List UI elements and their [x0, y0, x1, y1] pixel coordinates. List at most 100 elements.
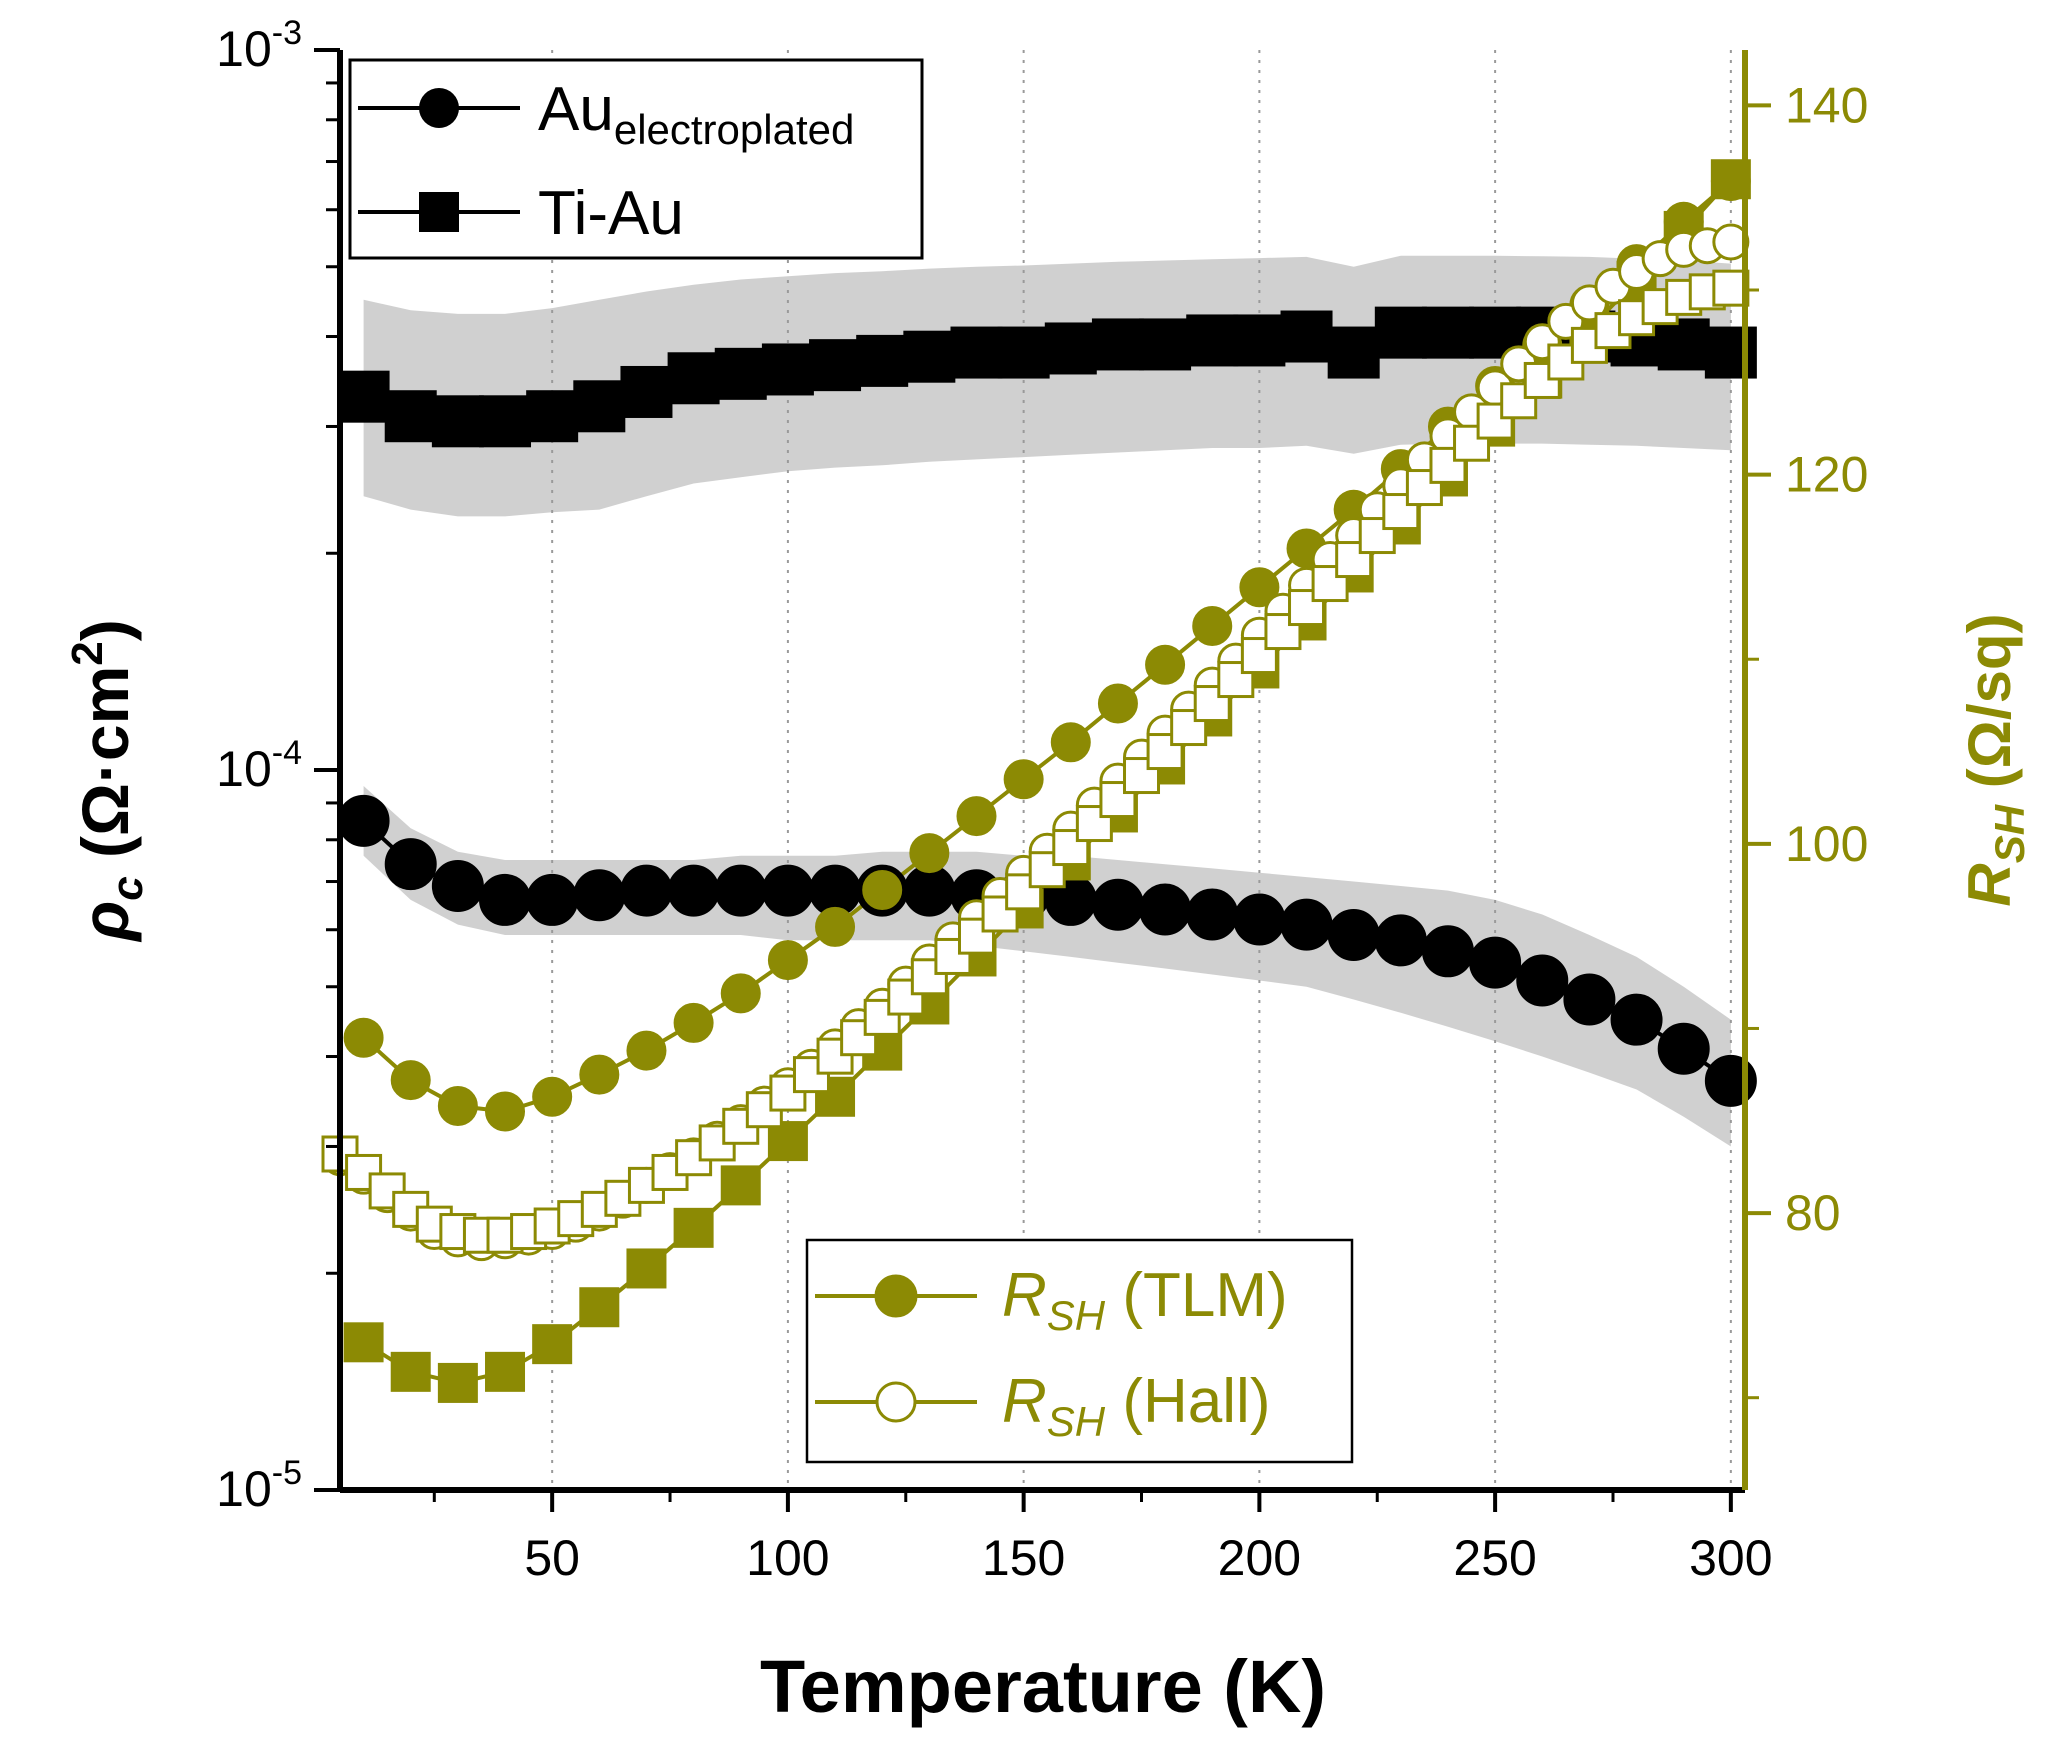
point-au-electroplated [1139, 883, 1192, 936]
legend-circle-marker-icon [419, 88, 459, 128]
legend-au-text: Au [538, 75, 614, 144]
point-rsh-tlm-ti-au [485, 1351, 526, 1392]
y-left-tick-label: 10-5 [216, 1454, 302, 1517]
point-rsh-tlm-au-electroplated [1097, 683, 1138, 724]
point-rsh-tlm-ti-au [343, 1322, 384, 1363]
y-left-unit-post: ) [68, 619, 142, 641]
point-ti-au [384, 390, 437, 443]
point-au-electroplated [903, 864, 956, 917]
x-tick-label: 300 [1689, 1530, 1772, 1586]
x-tick-label: 100 [746, 1530, 829, 1586]
point-au-electroplated [1233, 893, 1286, 946]
legend-square-marker-icon [419, 192, 459, 232]
point-au-electroplated [761, 864, 814, 917]
legend-item-rsh-tlm: RSH (TLM) [815, 1261, 1288, 1339]
y-right-tick-label: 100 [1785, 816, 1868, 872]
y-left-symbol: ρ [68, 901, 142, 943]
point-rsh-tlm-ti-au [720, 1165, 761, 1206]
y-right-sub: SH [1986, 803, 2033, 863]
point-ti-au [1704, 326, 1757, 379]
point-ti-au [431, 395, 484, 448]
point-au-electroplated [337, 794, 390, 847]
point-rsh-tlm-au-electroplated [390, 1060, 431, 1101]
y-left-unit-sup: 2 [63, 641, 112, 665]
series-markers [321, 159, 1757, 1403]
point-ti-au [479, 395, 532, 448]
legend-label-rsh-tlm: RSH (TLM) [1002, 1261, 1288, 1339]
y-left-unit-pre: (Ω·cm [68, 666, 142, 877]
point-ti-au [1327, 326, 1380, 379]
legend-label-rsh-hall: RSH (Hall) [1002, 1367, 1270, 1445]
point-au-electroplated [1704, 1054, 1757, 1107]
x-tick-label: 250 [1453, 1530, 1536, 1586]
point-ti-au [573, 380, 626, 433]
legend-hall-symbol: R [1002, 1367, 1047, 1436]
y-left-tick-label: 10-3 [216, 14, 302, 77]
point-rsh-tlm-au-electroplated [485, 1091, 526, 1132]
legend-label-au-electroplated: Auelectroplated [538, 75, 854, 153]
point-ti-au [714, 347, 767, 400]
point-ti-au [997, 326, 1050, 379]
tick-exponent: -3 [272, 14, 302, 52]
point-rsh-hall-ti-au [840, 1019, 878, 1057]
point-rsh-tlm-ti-au [437, 1362, 478, 1403]
point-rsh-tlm-au-electroplated [1192, 606, 1233, 646]
point-au-electroplated [1657, 1022, 1710, 1075]
point-rsh-tlm-au-electroplated [1003, 759, 1044, 800]
point-rsh-tlm-au-electroplated [673, 1002, 714, 1043]
y-axis-right-title: RSH (Ω/sq) [1956, 613, 2033, 906]
y-right-tick-label: 80 [1785, 1185, 1841, 1241]
point-rsh-tlm-au-electroplated [437, 1086, 478, 1126]
point-au-electroplated [1280, 898, 1333, 951]
point-ti-au [1186, 314, 1239, 367]
legend-right-frame [805, 1238, 1354, 1464]
y-left-sub: c [103, 876, 152, 900]
point-ti-au [1280, 310, 1333, 363]
legend-tlm-sub: SH [1047, 1292, 1106, 1339]
point-ti-au [1139, 318, 1192, 371]
point-ti-au [620, 365, 673, 418]
point-au-electroplated [384, 838, 437, 891]
point-rsh-tlm-ti-au [767, 1121, 808, 1162]
y-right-tick-label: 120 [1785, 447, 1868, 503]
point-rsh-tlm-ti-au [390, 1351, 431, 1392]
point-au-electroplated [714, 864, 767, 917]
point-rsh-tlm-au-electroplated [1239, 567, 1280, 608]
point-rsh-tlm-ti-au [532, 1324, 573, 1365]
y-left-tick-label: 10-4 [216, 734, 302, 797]
point-rsh-tlm-au-electroplated [815, 906, 856, 947]
point-ti-au [950, 326, 1003, 379]
point-au-electroplated [431, 860, 484, 913]
legend-tlm-symbol: R [1002, 1261, 1047, 1330]
point-au-electroplated [1327, 908, 1380, 961]
point-ti-au [1421, 306, 1474, 359]
point-au-electroplated [1516, 954, 1569, 1007]
x-tick-label: 150 [982, 1530, 1065, 1586]
legend-filled-circle-icon [874, 1274, 918, 1318]
point-ti-au [337, 370, 390, 423]
point-au-electroplated [1186, 888, 1239, 941]
point-rsh-tlm-ti-au [579, 1287, 620, 1328]
legend-right: RSH (TLM) RSH (Hall) [805, 1238, 1354, 1464]
point-au-electroplated [667, 864, 720, 917]
point-ti-au [1091, 318, 1144, 371]
legend-au-sub: electroplated [614, 106, 855, 153]
point-au-electroplated [1421, 925, 1474, 978]
point-au-electroplated [1610, 993, 1663, 1046]
point-rsh-tlm-au-electroplated [532, 1076, 573, 1117]
point-rsh-tlm-au-electroplated [909, 833, 950, 874]
tick-base: 10 [216, 1461, 272, 1517]
point-rsh-tlm-au-electroplated [579, 1054, 620, 1095]
y-axis-left-title: ρc (Ω·cm2) [63, 619, 152, 943]
point-rsh-tlm-ti-au [626, 1248, 667, 1289]
legend-open-circle-icon [875, 1381, 917, 1423]
point-rsh-tlm-au-electroplated [720, 973, 761, 1014]
x-axis-title: Temperature (K) [760, 1645, 1326, 1728]
legend-hall-sub: SH [1047, 1398, 1106, 1445]
point-rsh-hall-ti-au [934, 937, 972, 975]
tick-base: 10 [216, 741, 272, 797]
point-rsh-tlm-au-electroplated [956, 796, 997, 837]
point-rsh-tlm-au-electroplated [767, 940, 808, 981]
